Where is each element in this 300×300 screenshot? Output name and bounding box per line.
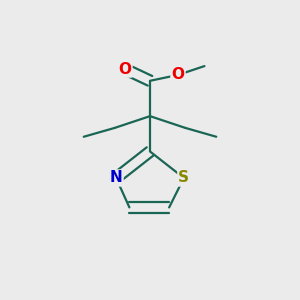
Text: N: N	[110, 170, 122, 185]
Text: O: O	[118, 61, 131, 76]
Text: O: O	[172, 68, 184, 82]
Text: S: S	[178, 170, 189, 185]
